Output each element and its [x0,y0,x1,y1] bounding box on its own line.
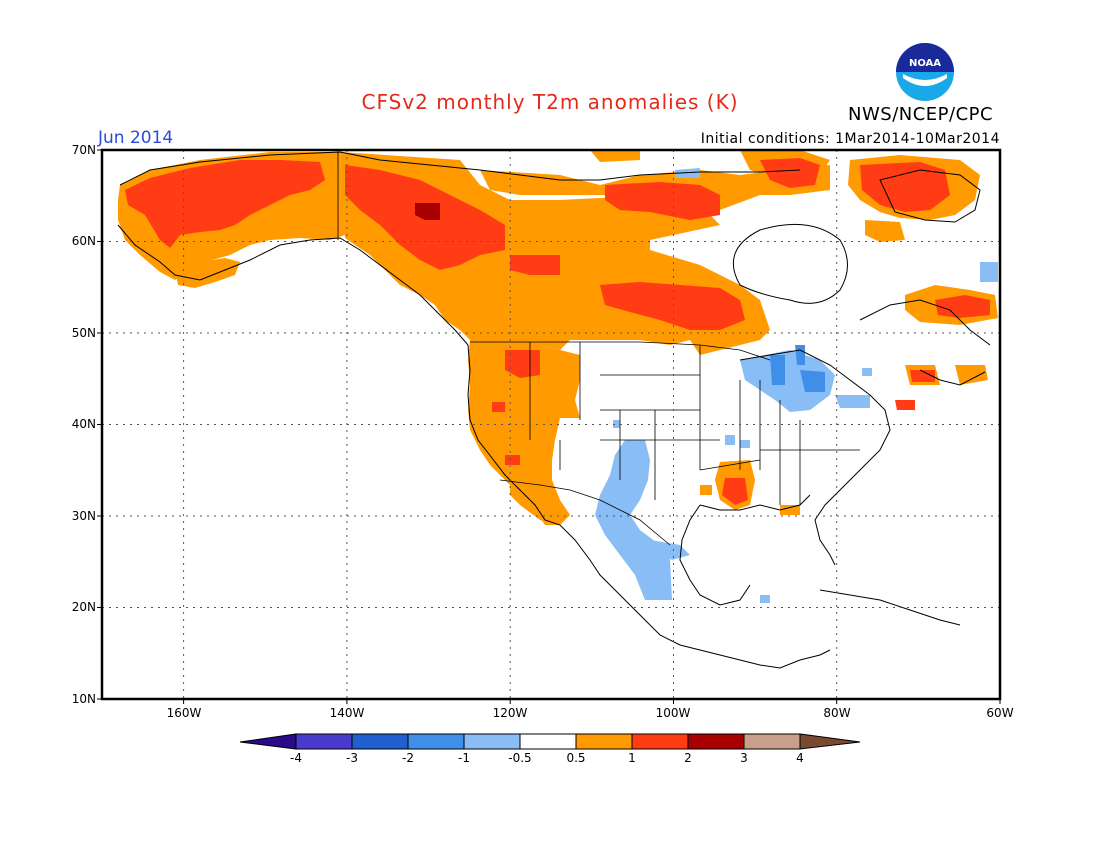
political-borders [337,152,860,546]
coastlines [117,151,991,669]
lat-label-60n: 60N [71,234,96,248]
colorbar-label: 4 [796,751,804,765]
colorbar-label: -3 [346,751,358,765]
colorbar-label: 3 [740,751,748,765]
lat-label-10n: 10N [71,692,96,706]
colorbar-bin [631,733,689,750]
colorbar-label: 2 [684,751,692,765]
colorbar-bin [519,733,577,750]
colorbar-bin [295,733,353,750]
anomaly-neg2-neg1 [770,345,825,392]
agency-label: NWS/NCEP/CPC [848,104,994,125]
colorbar-label: -2 [402,751,414,765]
colorbar-bin [743,733,801,750]
map-title: CFSv2 monthly T2m anomalies (K) [361,90,739,114]
lat-label-40n: 40N [71,417,96,431]
colorbar-label: -0.5 [508,751,532,765]
colorbar-label: 0.5 [566,751,586,765]
colorbar-bin [687,733,745,750]
anomaly-fill-layer [118,150,998,603]
lat-label-70n: 70N [71,143,96,157]
colorbar-label: -4 [290,751,302,765]
colorbar-bin [407,733,465,750]
colorbar [239,733,861,750]
logo-text: NOAA [909,58,941,69]
colorbar-arrow-low [239,733,297,750]
colorbar-bin [351,733,409,750]
initial-conditions: Initial conditions: 1Mar2014-10Mar2014 [700,131,1000,147]
lon-label-140w: 140W [329,706,365,720]
lon-label-100w: 100W [655,706,691,720]
anomaly-neg1-neg05 [595,168,998,603]
anomaly-1-2 [125,158,990,505]
anomaly-2-3 [415,203,440,220]
colorbar-bin [575,733,633,750]
colorbar-label: 1 [628,751,636,765]
lon-label-60w: 60W [986,706,1014,720]
colorbar-arrow-high [799,733,861,750]
lat-label-30n: 30N [71,509,96,523]
colorbar-label: -1 [458,751,470,765]
forecast-period: Jun 2014 [98,128,174,148]
lon-label-80w: 80W [823,706,851,720]
lat-label-50n: 50N [71,326,96,340]
axis-ticks [97,149,1001,704]
lon-label-160w: 160W [166,706,202,720]
lon-label-120w: 120W [492,706,528,720]
grid-lines [102,150,1000,699]
lat-label-20n: 20N [71,600,96,614]
noaa-logo: NOAA [896,43,954,101]
colorbar-bin [463,733,521,750]
